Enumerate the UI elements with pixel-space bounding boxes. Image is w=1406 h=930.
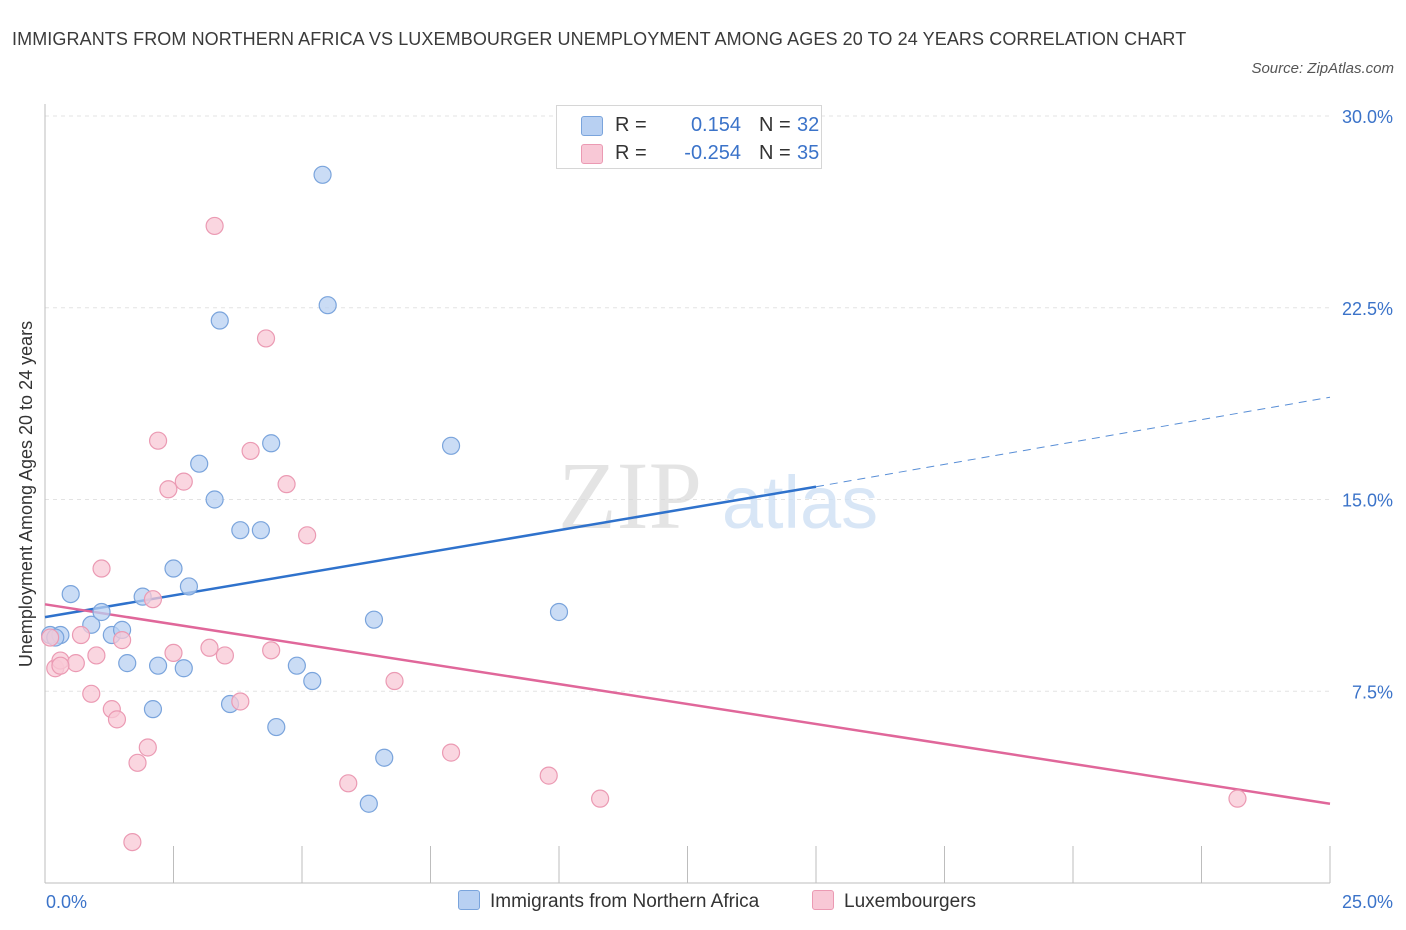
- trend-lines: [44, 396, 1331, 805]
- point-immigrants: [549, 602, 569, 622]
- legend-swatch-blue: [581, 116, 603, 136]
- point-immigrants: [143, 700, 163, 719]
- series-legend-swatch-pink: [812, 890, 834, 910]
- point-immigrants: [375, 748, 394, 767]
- point-luxembourgers: [174, 472, 193, 491]
- point-luxembourgers: [92, 559, 111, 578]
- y-tick-label: 22.5%: [1342, 299, 1393, 319]
- legend-n-value: 32: [797, 114, 820, 136]
- point-luxembourgers: [148, 431, 168, 450]
- point-immigrants: [262, 434, 281, 453]
- legend-swatch-pink: [581, 144, 603, 164]
- point-immigrants: [359, 794, 378, 813]
- point-luxembourgers: [215, 646, 234, 665]
- point-immigrants: [251, 521, 270, 540]
- point-immigrants: [287, 656, 306, 675]
- tick-labels: 7.5% 15.0% 22.5% 30.0% 0.0% 25.0%: [46, 107, 1393, 912]
- point-luxembourgers: [41, 628, 60, 647]
- point-luxembourgers: [123, 832, 142, 852]
- series-legend-item-immigrants: Immigrants from Northern Africa: [458, 888, 759, 916]
- legend-r-label: R =: [615, 142, 647, 164]
- point-luxembourgers: [1228, 789, 1247, 808]
- chart-title: IMMIGRANTS FROM NORTHERN AFRICA VS LUXEM…: [12, 29, 1187, 49]
- point-luxembourgers: [241, 441, 260, 461]
- legend-r-value: -0.254: [684, 142, 741, 164]
- point-luxembourgers: [143, 590, 163, 609]
- point-immigrants: [148, 656, 168, 675]
- grid-lines: [45, 115, 1330, 692]
- watermark-atlas: atlas: [722, 461, 878, 544]
- point-luxembourgers: [107, 710, 127, 729]
- stats-legend: R = 0.154 N = 32 R = -0.254 N = 35: [556, 105, 822, 169]
- point-luxembourgers: [339, 774, 358, 793]
- point-luxembourgers: [87, 646, 106, 665]
- y-tick-label: 7.5%: [1352, 682, 1393, 702]
- point-luxembourgers: [298, 526, 317, 545]
- point-immigrants: [318, 296, 337, 315]
- x-tick-label: 25.0%: [1342, 892, 1393, 912]
- y-tick-label: 15.0%: [1342, 491, 1393, 511]
- point-luxembourgers: [277, 475, 296, 494]
- point-luxembourgers: [71, 625, 91, 645]
- legend-n-value: 35: [797, 142, 820, 164]
- series-legend-swatch-blue: [458, 890, 480, 910]
- point-luxembourgers: [138, 738, 157, 757]
- point-immigrants: [61, 584, 80, 604]
- point-immigrants: [164, 559, 183, 578]
- legend-n-label: N =: [759, 142, 791, 164]
- point-luxembourgers: [82, 684, 101, 703]
- trendline-immigrants-extension: [815, 396, 1331, 488]
- point-luxembourgers: [128, 753, 147, 772]
- point-luxembourgers: [262, 641, 281, 660]
- point-luxembourgers: [539, 766, 558, 785]
- axes: [44, 104, 1331, 884]
- point-immigrants: [267, 717, 286, 737]
- point-immigrants: [92, 602, 111, 622]
- trendline-luxembourgers: [44, 603, 1331, 805]
- point-immigrants: [210, 311, 229, 330]
- source-label: Source: ZipAtlas.com: [1251, 60, 1394, 77]
- data-points: [41, 165, 1247, 852]
- legend-r-value: 0.154: [690, 114, 741, 136]
- point-luxembourgers: [256, 329, 276, 348]
- point-immigrants: [364, 610, 384, 629]
- y-axis-label: Unemployment Among Ages 20 to 24 years: [16, 321, 36, 667]
- point-luxembourgers: [159, 480, 178, 499]
- legend-r-label: R =: [615, 114, 647, 136]
- watermark-zip: ZIP: [558, 442, 702, 549]
- point-luxembourgers: [51, 656, 70, 675]
- point-immigrants: [118, 654, 137, 673]
- point-immigrants: [190, 454, 209, 473]
- series-legend-label: Immigrants from Northern Africa: [490, 891, 760, 912]
- point-luxembourgers: [200, 638, 219, 657]
- point-luxembourgers: [231, 692, 250, 711]
- point-luxembourgers: [66, 654, 85, 673]
- point-luxembourgers: [441, 743, 461, 762]
- y-tick-label: 30.0%: [1342, 107, 1393, 127]
- point-luxembourgers: [591, 789, 610, 808]
- point-immigrants: [179, 577, 199, 596]
- trendline-immigrants: [44, 485, 817, 619]
- point-immigrants: [174, 659, 193, 678]
- legend-n-label: N =: [759, 114, 791, 136]
- point-immigrants: [303, 671, 322, 691]
- point-luxembourgers: [205, 216, 224, 236]
- point-immigrants: [313, 165, 332, 184]
- point-luxembourgers: [112, 631, 132, 650]
- point-immigrants: [231, 521, 250, 540]
- point-immigrants: [441, 436, 461, 455]
- point-immigrants: [205, 490, 224, 509]
- series-legend-label: Luxembourgers: [844, 891, 977, 912]
- point-luxembourgers: [164, 643, 183, 663]
- point-luxembourgers: [385, 671, 404, 691]
- x-tick-label: 0.0%: [46, 892, 87, 912]
- series-legend-item-luxembourgers: Luxembourgers: [812, 888, 976, 916]
